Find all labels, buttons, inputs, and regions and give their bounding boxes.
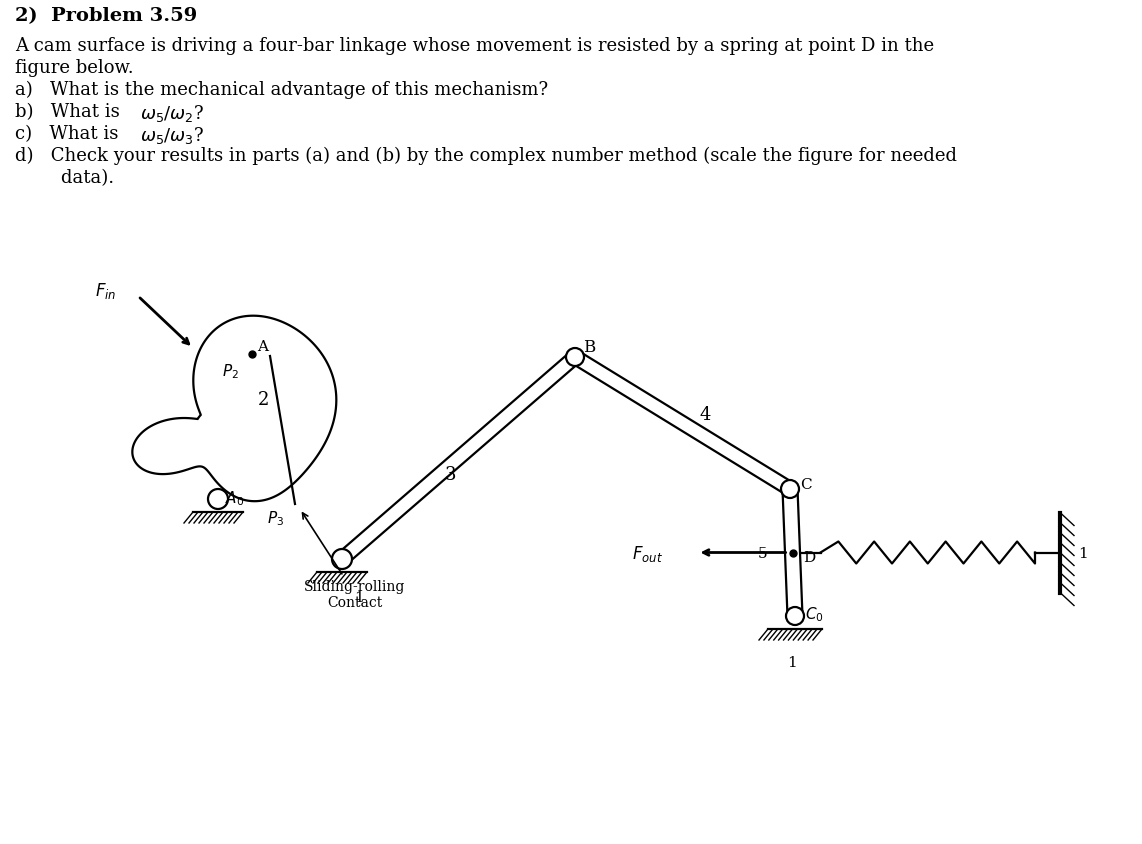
Text: d)   Check your results in parts (a) and (b) by the complex number method (scale: d) Check your results in parts (a) and (… <box>15 147 957 165</box>
Text: $F_{in}$: $F_{in}$ <box>95 281 116 300</box>
Text: figure below.: figure below. <box>15 59 134 77</box>
Circle shape <box>566 349 584 366</box>
Text: 4: 4 <box>700 405 711 424</box>
Text: 1: 1 <box>787 655 797 669</box>
Circle shape <box>568 350 582 365</box>
Text: $\omega_5/\omega_3$?: $\omega_5/\omega_3$? <box>140 125 204 146</box>
Text: 5: 5 <box>758 546 767 560</box>
Text: Sliding-rolling
Contact: Sliding-rolling Contact <box>303 513 405 609</box>
Circle shape <box>786 608 804 625</box>
Text: 3: 3 <box>445 465 457 484</box>
Text: data).: data). <box>15 169 114 187</box>
Polygon shape <box>782 490 803 617</box>
Text: $\omega_5/\omega_2$?: $\omega_5/\omega_2$? <box>140 103 204 124</box>
Circle shape <box>783 483 797 496</box>
Text: $P_2$: $P_2$ <box>222 362 239 381</box>
Text: c)   What is: c) What is <box>15 125 119 143</box>
Polygon shape <box>571 352 794 495</box>
Text: $C_0$: $C_0$ <box>805 605 823 624</box>
Circle shape <box>332 549 352 570</box>
Text: C: C <box>801 478 812 491</box>
Text: $P_3$: $P_3$ <box>267 509 284 528</box>
Circle shape <box>568 350 582 365</box>
Text: a)   What is the mechanical advantage of this mechanism?: a) What is the mechanical advantage of t… <box>15 81 548 99</box>
Text: 2: 2 <box>258 391 270 408</box>
Circle shape <box>781 480 799 499</box>
Circle shape <box>208 490 228 510</box>
Text: A: A <box>257 339 268 354</box>
Text: B: B <box>584 339 595 356</box>
Text: 2)  Problem 3.59: 2) Problem 3.59 <box>15 7 198 25</box>
Polygon shape <box>337 352 580 565</box>
Text: $A_0$: $A_0$ <box>225 489 244 508</box>
Circle shape <box>335 552 349 566</box>
Circle shape <box>788 609 803 624</box>
Text: D: D <box>804 549 815 564</box>
Text: $F_{out}$: $F_{out}$ <box>633 543 664 563</box>
Text: 1: 1 <box>1078 546 1087 560</box>
Circle shape <box>782 482 797 497</box>
Text: b)   What is: b) What is <box>15 103 120 121</box>
Text: A cam surface is driving a four-bar linkage whose movement is resisted by a spri: A cam surface is driving a four-bar link… <box>15 37 934 55</box>
Polygon shape <box>132 316 336 501</box>
Text: 1: 1 <box>354 590 364 604</box>
